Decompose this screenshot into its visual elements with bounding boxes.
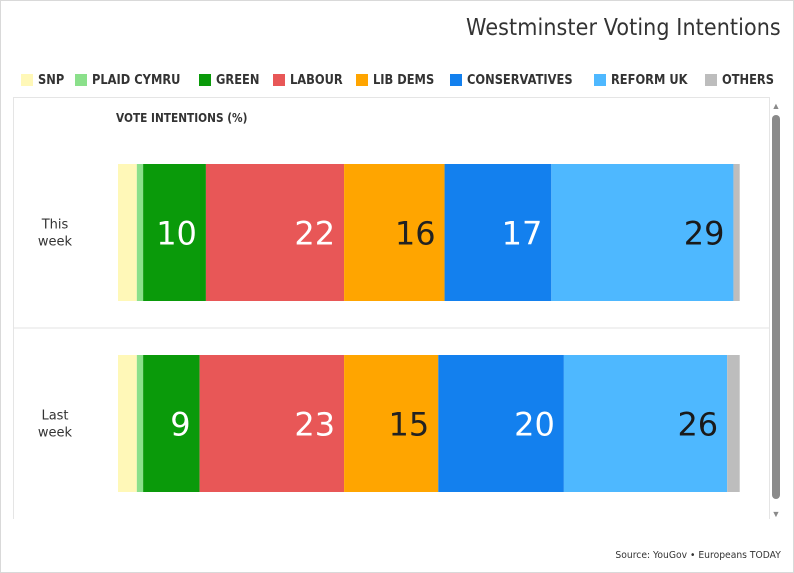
data-label: 29: [684, 215, 725, 253]
bar-segment[interactable]: [444, 164, 552, 301]
bar-segment[interactable]: [438, 355, 564, 492]
bar-segment[interactable]: [733, 164, 740, 301]
bar-segment[interactable]: [136, 164, 144, 301]
data-label: 20: [514, 406, 555, 444]
legend-item[interactable]: CONSERVATIVES: [450, 73, 580, 88]
bar-segment[interactable]: [118, 164, 137, 301]
bar-segment[interactable]: [143, 355, 200, 492]
bar-segment[interactable]: [344, 355, 439, 492]
bar-segment[interactable]: [118, 355, 137, 492]
legend-swatch: [450, 74, 462, 86]
legend-item[interactable]: SNP: [21, 72, 65, 88]
bars-layer: This week 10 22 16 17 29 Last week 9 23 15 20 26: [38, 164, 740, 492]
scroll-down-arrow-icon[interactable]: ▼: [771, 509, 781, 519]
scrollbar-thumb[interactable]: [772, 115, 780, 499]
legend-label: PLAID CYMRU: [91, 72, 181, 88]
bar-segment[interactable]: [205, 164, 345, 301]
data-label: 15: [389, 406, 430, 444]
data-label: 23: [294, 406, 335, 444]
legend-label: SNP: [38, 72, 65, 88]
legend-label: LABOUR: [289, 72, 343, 88]
legend-item[interactable]: REFORM UK: [593, 72, 691, 88]
category-label: week: [38, 235, 73, 250]
legend-item[interactable]: GREEN: [199, 72, 260, 88]
legend-swatch: [704, 74, 717, 86]
legend: SNP PLAID CYMRU GREEN LABOUR LIB DEMS CONSERV…: [21, 72, 788, 88]
source-note: Source: YouGov • Europeans TODAY: [615, 550, 781, 561]
legend-swatch: [272, 74, 285, 86]
data-label: 9: [170, 406, 190, 444]
vertical-scrollbar[interactable]: ▲ ▼: [770, 101, 782, 519]
data-label: 10: [156, 215, 197, 253]
chart-title: Westminster Voting Intentions: [466, 15, 781, 41]
scroll-up-arrow-icon[interactable]: ▲: [771, 101, 781, 111]
chart-svg: VOTE INTENTIONS (%) This week 10 22 16 17 29 La…: [14, 111, 769, 492]
legend-item[interactable]: LIB DEMS: [356, 73, 436, 88]
legend-label: OTHERS: [721, 72, 774, 88]
plot-area: VOTE INTENTIONS (%) This week 10 22 16 17 29 La…: [13, 97, 770, 519]
bar-segment[interactable]: [551, 164, 734, 301]
category-label: This: [41, 218, 69, 233]
data-label: 17: [502, 215, 543, 253]
data-label: 22: [294, 215, 335, 253]
legend-swatch: [74, 74, 87, 86]
legend-label: LIB DEMS: [373, 72, 435, 88]
category-label: Last: [41, 409, 68, 424]
bar-segment[interactable]: [563, 355, 728, 492]
legend-swatch: [199, 74, 212, 86]
category-label: week: [38, 426, 73, 441]
legend-swatch: [356, 74, 369, 86]
legend-item[interactable]: PLAID CYMRU: [74, 72, 185, 88]
legend-label: REFORM UK: [610, 72, 688, 88]
bar-segment[interactable]: [727, 355, 740, 492]
legend-swatch: [593, 74, 606, 86]
legend-item[interactable]: LABOUR: [272, 72, 343, 88]
data-label: 16: [395, 215, 436, 253]
bar-segment[interactable]: [199, 355, 345, 492]
axis-title: VOTE INTENTIONS (%): [116, 111, 247, 125]
legend-item[interactable]: OTHERS: [704, 72, 774, 88]
bar-segment[interactable]: [136, 355, 144, 492]
legend-swatch: [21, 74, 33, 86]
legend-label: GREEN: [216, 72, 260, 88]
legend-label: CONSERVATIVES: [467, 72, 573, 88]
bar-segment[interactable]: [143, 164, 206, 301]
data-label: 26: [677, 406, 718, 444]
bar-segment[interactable]: [344, 164, 445, 301]
